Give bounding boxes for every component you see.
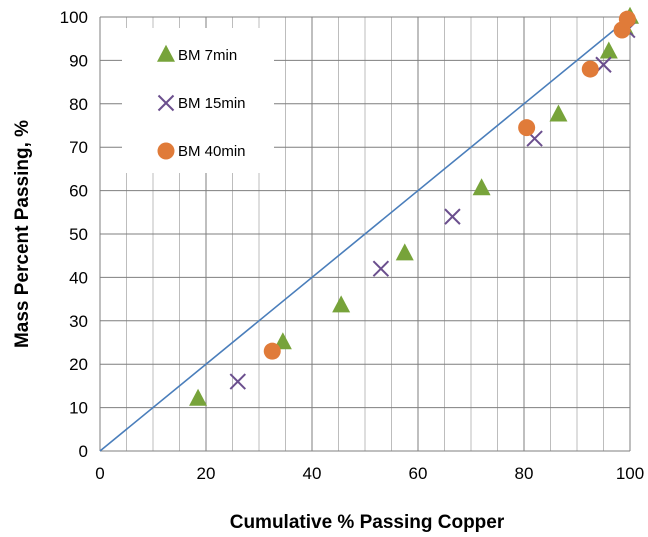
data-point-triangle bbox=[273, 332, 292, 350]
data-point-triangle bbox=[332, 295, 351, 313]
data-point-circle bbox=[263, 342, 281, 360]
y-tick-label: 70 bbox=[69, 138, 88, 157]
legend-label: BM 40min bbox=[178, 143, 246, 160]
legend-marker-circle bbox=[157, 142, 175, 160]
major-grid bbox=[99, 16, 631, 452]
data-point-circle bbox=[618, 10, 636, 28]
data-point-triangle bbox=[189, 388, 208, 406]
x-tick-label: 100 bbox=[616, 464, 644, 483]
x-tick-label: 80 bbox=[515, 464, 534, 483]
y-tick-label: 20 bbox=[69, 355, 88, 374]
data-point-triangle bbox=[472, 178, 491, 196]
x-axis-title: Cumulative % Passing Copper bbox=[230, 512, 505, 533]
y-tick-label: 10 bbox=[69, 399, 88, 418]
data-point-triangle bbox=[549, 104, 568, 122]
data-point-circle bbox=[518, 119, 536, 137]
y-tick-label: 50 bbox=[69, 225, 88, 244]
x-tick-label: 60 bbox=[409, 464, 428, 483]
data-point-triangle bbox=[599, 41, 618, 59]
y-tick-label: 80 bbox=[69, 95, 88, 114]
x-tick-label: 0 bbox=[95, 464, 104, 483]
legend-label: BM 15min bbox=[178, 95, 246, 112]
reference-line-group bbox=[99, 16, 631, 452]
data-point-circle bbox=[581, 60, 599, 78]
x-tick-label: 20 bbox=[197, 464, 216, 483]
legend-label: BM 7min bbox=[178, 47, 237, 64]
y-tick-label: 60 bbox=[69, 182, 88, 201]
data-point-triangle bbox=[395, 243, 414, 261]
y-tick-label: 0 bbox=[79, 442, 88, 461]
legend: BM 7min BM 15min BM 40min bbox=[157, 44, 246, 160]
y-axis-title: Mass Percent Passing, % bbox=[12, 120, 33, 348]
x-tick-label: 40 bbox=[303, 464, 322, 483]
y-tick-label: 40 bbox=[69, 268, 88, 287]
data-point-x bbox=[444, 208, 461, 225]
data-markers bbox=[189, 6, 639, 406]
data-point-x bbox=[372, 260, 390, 277]
data-point-x bbox=[229, 373, 247, 390]
legend-marker-x bbox=[157, 94, 175, 112]
legend-marker-triangle bbox=[157, 44, 175, 62]
legend-box bbox=[122, 28, 274, 173]
y-tick-labels: 0 10 20 30 40 50 60 70 80 90 100 bbox=[60, 8, 88, 461]
y-tick-label: 90 bbox=[69, 51, 88, 70]
y-tick-label: 100 bbox=[60, 8, 88, 27]
y-tick-label: 30 bbox=[69, 312, 88, 331]
x-tick-labels: 0 20 40 60 80 100 bbox=[95, 464, 644, 483]
reference-line bbox=[99, 16, 631, 452]
